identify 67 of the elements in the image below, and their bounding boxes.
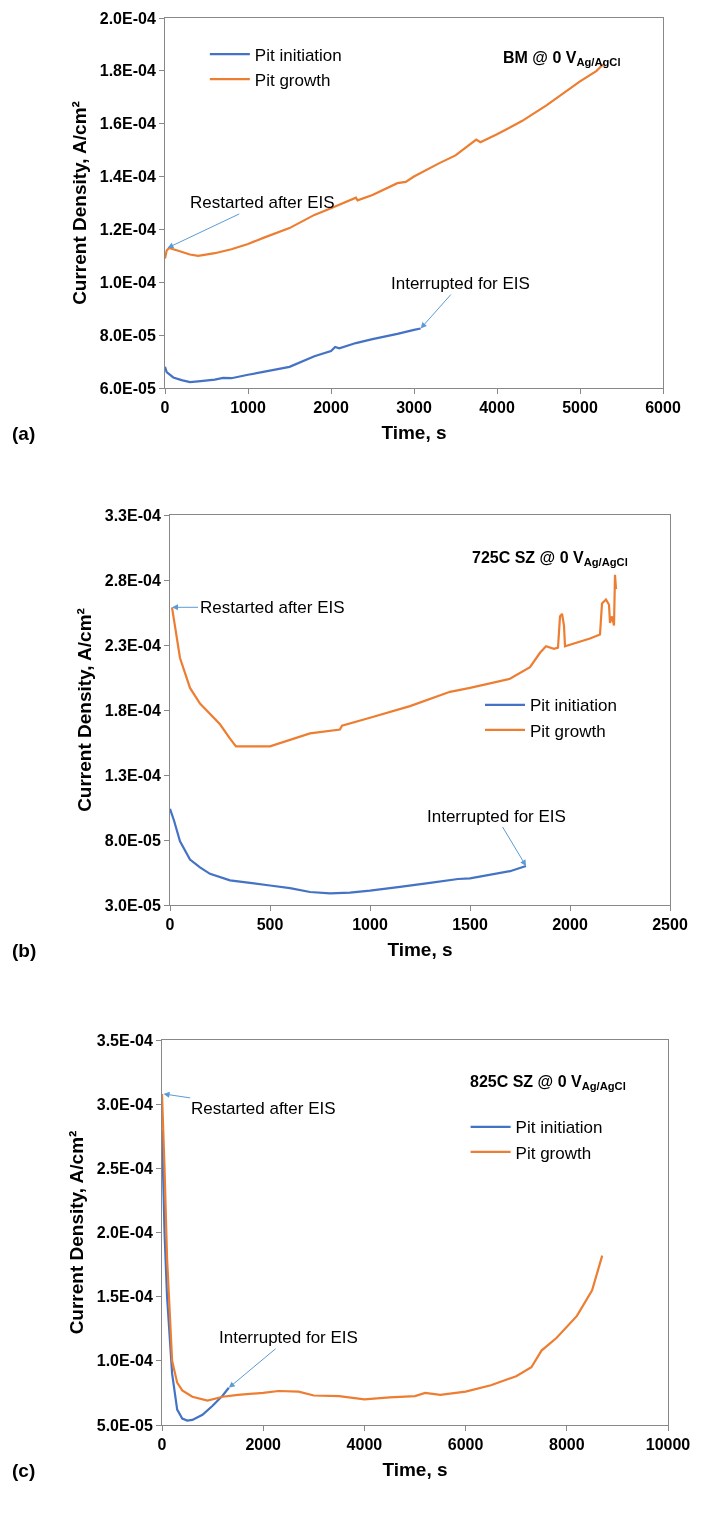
y-tick-label: 6.0E-05 (99, 379, 156, 397)
x-tick-label: 1500 (452, 916, 488, 934)
legend-label: Pit initiation (530, 696, 617, 716)
text: BM @ 0 V$_{Ag/AgCl}$ (503, 49, 621, 69)
x-tick-label: 0 (165, 916, 175, 934)
y-tick-label: 2.0E-04 (96, 1224, 153, 1242)
line-series (170, 573, 618, 748)
legend-label: Pit growth (515, 1143, 592, 1163)
x-axis-title: Time, s (381, 422, 447, 443)
annotation: Restarted after EIS (191, 1099, 336, 1118)
y-tick-label: 3.5E-04 (96, 1031, 153, 1049)
y-axis-title: Current Density, A/cm² (65, 1130, 87, 1335)
y-tick-label: 1.5E-04 (96, 1288, 153, 1306)
legend-label: Pit growth (530, 721, 606, 741)
x-tick-label: 5000 (562, 399, 598, 417)
y-tick-label: 1.2E-04 (99, 221, 156, 239)
x-tick-label: 2000 (245, 1436, 282, 1454)
x-tick-label: 1000 (352, 916, 388, 934)
annotation: Restarted after EIS (190, 193, 335, 212)
x-tick-label: 4000 (346, 1436, 383, 1454)
y-tick-label: 3.3E-04 (104, 506, 161, 524)
y-tick-label: 5.0E-05 (96, 1416, 153, 1434)
y-axis-title: Current Density, A/cm² (68, 101, 90, 305)
text: (a) (12, 423, 36, 444)
y-tick-label: 2.3E-04 (104, 636, 161, 654)
text: 825C SZ @ 0 V$_{Ag/AgCl}$ (470, 1073, 626, 1093)
x-tick-label: 2000 (552, 916, 588, 934)
y-tick-label: 3.0E-05 (104, 896, 161, 914)
line-series (162, 1092, 604, 1402)
text: 725C SZ @ 0 V$_{Ag/AgCl}$ (472, 549, 628, 569)
y-tick-label: 2.0E-04 (99, 9, 156, 27)
y-tick-label: 1.4E-04 (99, 168, 156, 186)
x-tick-label: 1000 (230, 399, 266, 417)
x-tick-label: 8000 (549, 1436, 585, 1454)
x-tick-label: 2000 (313, 399, 349, 417)
text: (b) (12, 940, 37, 961)
y-tick-label: 1.8E-04 (104, 701, 161, 719)
y-tick-label: 3.0E-04 (96, 1095, 153, 1113)
y-tick-label: 1.0E-04 (99, 273, 156, 291)
annotation: Interrupted for EIS (427, 807, 566, 826)
x-tick-label: 10000 (645, 1436, 691, 1454)
annotation: Interrupted for EIS (219, 1328, 358, 1347)
y-tick-label: 2.8E-04 (104, 571, 161, 589)
y-tick-label: 1.3E-04 (104, 766, 161, 784)
x-tick-label: 0 (160, 399, 170, 417)
y-tick-label: 1.6E-04 (99, 115, 156, 133)
annotation: Restarted after EIS (200, 598, 345, 617)
x-tick-label: 0 (157, 1436, 167, 1454)
y-tick-label: 8.0E-05 (104, 831, 161, 849)
x-tick-label: 500 (256, 916, 284, 934)
x-axis-title: Time, s (382, 1459, 448, 1480)
text: (c) (12, 1460, 36, 1481)
legend-label: Pit growth (254, 70, 331, 90)
x-tick-label: 2500 (652, 916, 688, 934)
x-tick-label: 6000 (645, 399, 681, 417)
y-tick-label: 8.0E-05 (99, 326, 156, 344)
legend-label: Pit initiation (515, 1118, 603, 1138)
annotation: Interrupted for EIS (391, 274, 530, 293)
y-tick-label: 1.0E-04 (96, 1352, 153, 1370)
x-tick-label: 6000 (447, 1436, 484, 1454)
x-axis-title: Time, s (387, 939, 453, 960)
y-axis-title: Current Density, A/cm² (73, 608, 95, 812)
y-tick-label: 1.8E-04 (99, 62, 156, 80)
y-tick-label: 2.5E-04 (96, 1159, 153, 1177)
x-tick-label: 3000 (396, 399, 432, 417)
x-tick-label: 4000 (479, 399, 515, 417)
legend-label: Pit initiation (254, 45, 342, 65)
